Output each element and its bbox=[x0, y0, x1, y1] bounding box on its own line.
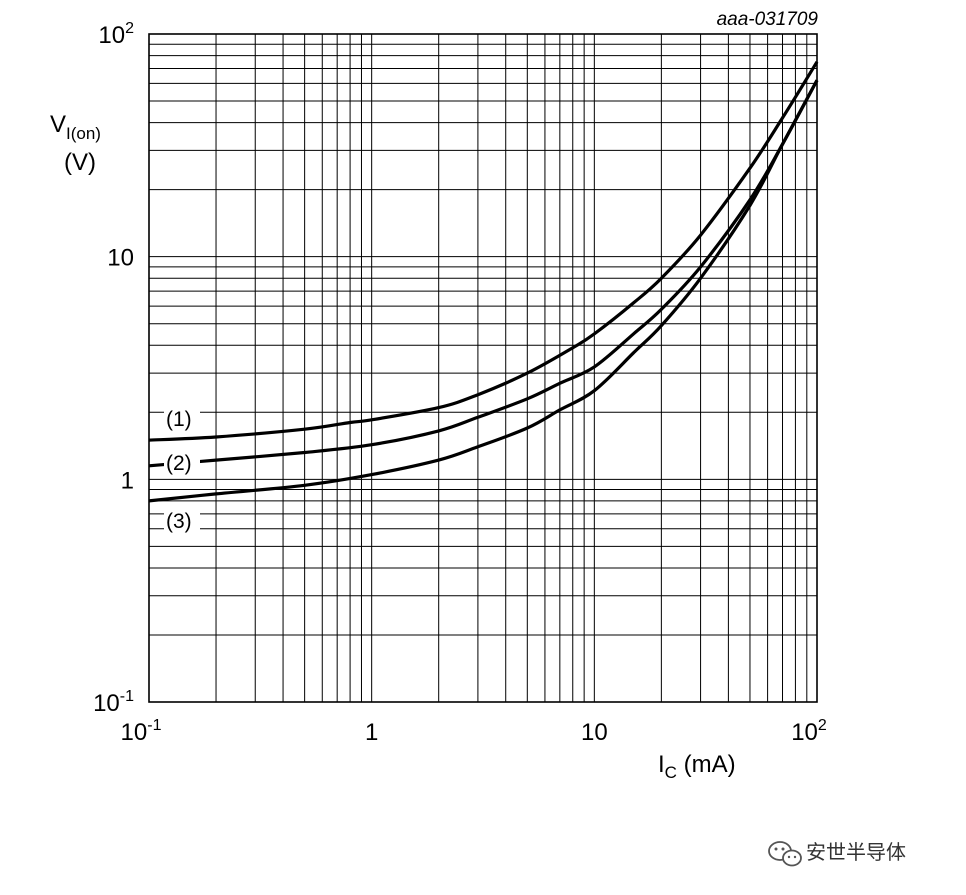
x-tick-labels: 10-1 1 10 102 bbox=[121, 717, 827, 746]
x-tick-label-base: 10 bbox=[581, 719, 608, 746]
x-tick-label: 10-1 bbox=[121, 717, 162, 746]
x-axis-label-sub: C bbox=[665, 763, 677, 782]
y-tick-label-base: 1 bbox=[121, 467, 134, 494]
series-labels: (1) (2) (3) bbox=[164, 407, 200, 534]
plot-frame bbox=[148, 33, 818, 703]
series-label-1: (1) bbox=[166, 408, 192, 431]
y-tick-label-exponent: -1 bbox=[120, 688, 134, 705]
y-axis-label-sub: I(on) bbox=[66, 124, 101, 143]
watermark: 安世半导体 bbox=[768, 840, 906, 867]
series-label-bg bbox=[164, 451, 200, 476]
x-tick-label-exponent: -1 bbox=[147, 717, 161, 734]
figure-code: aaa-031709 bbox=[717, 9, 819, 30]
y-axis-unit: (V) bbox=[64, 149, 96, 176]
series-line-2 bbox=[148, 79, 819, 468]
y-tick-label-base: 10 bbox=[98, 22, 125, 49]
x-tick-label-base: 1 bbox=[365, 719, 378, 746]
chart-curves bbox=[148, 60, 819, 503]
wechat-icon bbox=[768, 841, 802, 867]
y-tick-label: 10-1 bbox=[93, 688, 134, 717]
y-tick-label: 1 bbox=[121, 467, 134, 494]
x-axis-label-main: I bbox=[658, 751, 665, 778]
chart-grid bbox=[149, 34, 817, 702]
series-line-3 bbox=[148, 79, 819, 503]
y-tick-label: 10 bbox=[107, 245, 134, 272]
x-tick-label-base: 10 bbox=[791, 719, 818, 746]
y-tick-label: 102 bbox=[98, 20, 134, 49]
series-label-3: (3) bbox=[166, 510, 192, 533]
x-tick-label-base: 10 bbox=[121, 719, 148, 746]
y-axis-label: VI(on) bbox=[50, 111, 101, 143]
x-axis-label-rest: (mA) bbox=[677, 751, 736, 778]
y-tick-label-exponent: 2 bbox=[125, 20, 134, 37]
x-tick-label: 102 bbox=[791, 717, 827, 746]
series-line-1 bbox=[148, 60, 819, 442]
y-tick-label-base: 10 bbox=[107, 245, 134, 272]
x-tick-label: 1 bbox=[365, 719, 378, 746]
x-tick-label: 10 bbox=[581, 719, 608, 746]
watermark-text: 安世半导体 bbox=[806, 840, 906, 864]
x-tick-label-exponent: 2 bbox=[818, 717, 827, 734]
y-tick-label-base: 10 bbox=[93, 690, 120, 717]
y-axis-label-main: V bbox=[50, 111, 66, 138]
series-label-bg bbox=[164, 407, 200, 432]
series-label-bg bbox=[164, 509, 200, 534]
x-axis-label: IC (mA) bbox=[658, 751, 736, 782]
series-label-2: (2) bbox=[166, 452, 192, 475]
